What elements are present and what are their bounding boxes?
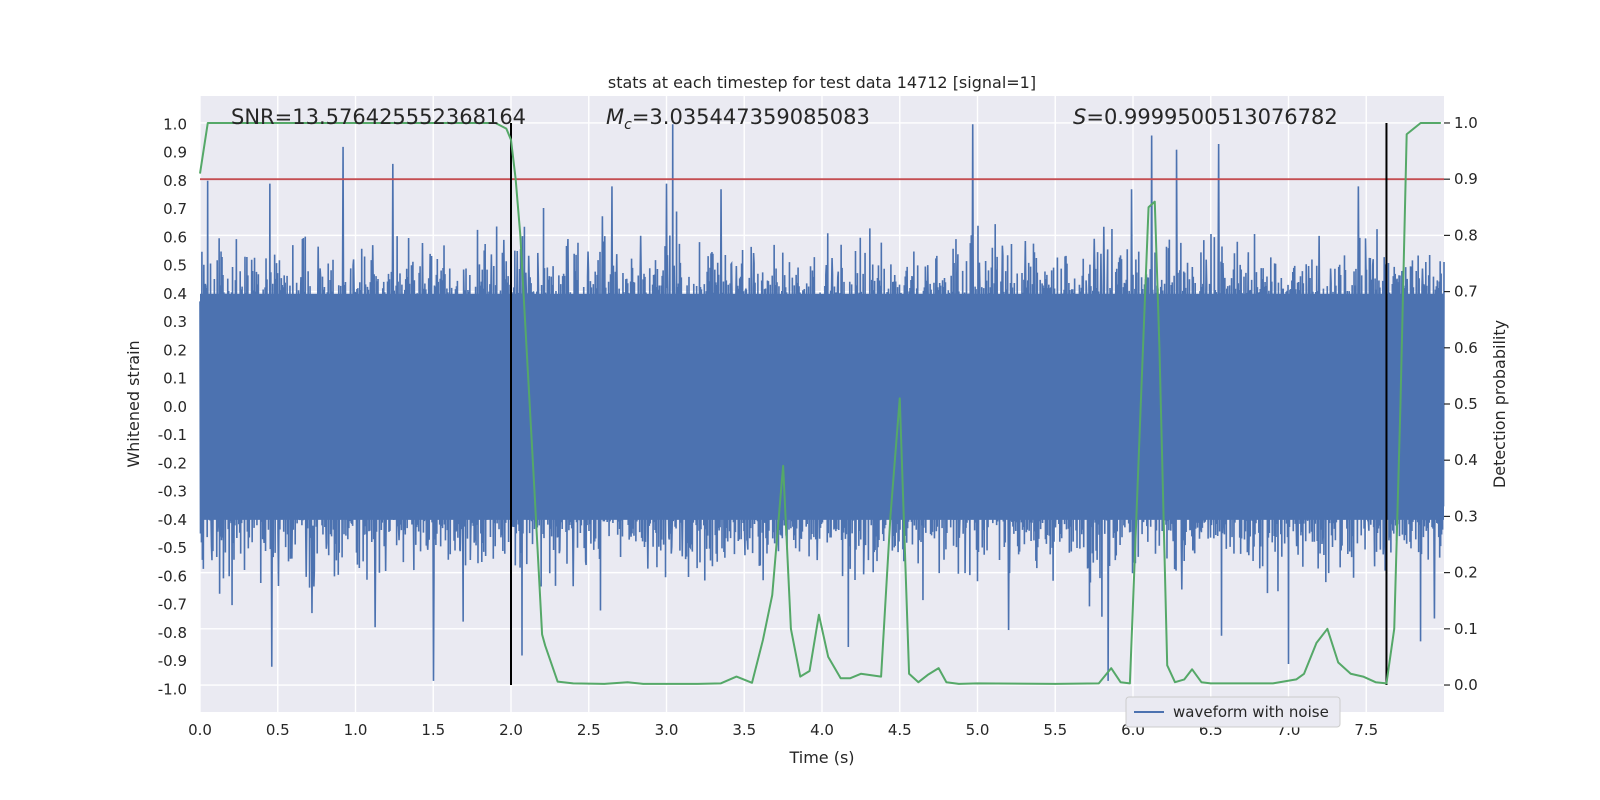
y2-axis-label: Detection probability [1490,320,1509,488]
x-tick-label: 4.0 [810,721,834,739]
detection-probability-series [199,121,1441,685]
y2-tick-label: 1.0 [1454,114,1478,132]
x-tick-label: 7.5 [1354,721,1378,739]
chart-title: stats at each timestep for test data 147… [608,73,1036,92]
y2-tick-label: 0.5 [1454,395,1478,413]
legend-box [1125,696,1341,728]
y-tick-label: -0.8 [158,624,187,642]
y-axis-label: Whitened strain [124,340,143,467]
x-tick-label: 3.0 [655,721,679,739]
x-tick-label: 5.5 [1043,721,1067,739]
y-tick-label: 0.6 [163,228,187,246]
y-tick-label: -0.6 [158,567,187,585]
y2-tick-label: 0.6 [1454,339,1478,357]
x-tick-label: 1.5 [421,721,445,739]
y-tick-label: -0.4 [158,511,187,529]
y2-tick-label: 0.3 [1454,507,1478,525]
y-tick-label: -0.9 [158,652,187,670]
significance-annotation: S=0.9999500513076782 [1073,105,1338,129]
waveform-with-noise-series [199,124,1445,681]
snr-annotation: SNR=13.576425552368164 [231,105,526,129]
chirp-mass-annotation: Mc=3.035447359085083 [606,105,870,133]
y-tick-label: -0.7 [158,596,187,614]
y2-tick-label: 0.2 [1454,564,1478,582]
y2-tick-label: 0.0 [1454,676,1478,694]
x-tick-label: 4.5 [888,721,912,739]
y-tick-label: 0.2 [163,341,187,359]
y-tick-label: 0.9 [163,144,187,162]
y2-tick-label: 0.4 [1454,451,1478,469]
y-tick-label: 0.3 [163,313,187,331]
y-tick-label: 1.0 [163,115,187,133]
y-tick-label: 0.1 [163,370,187,388]
chirp-mass-value: =3.035447359085083 [632,105,870,129]
x-tick-label: 1.0 [344,721,368,739]
y-axis-ticks: 1.0 0.9 0.8 0.7 0.6 0.5 0.4 0.3 0.2 0.1 0.0 -0.1 -0.… [158,115,187,698]
y2-axis-ticks: 1.0 0.9 0.8 0.7 0.6 0.5 0.4 0.3 0.2 0.1 0.0 [1444,114,1478,694]
legend: waveform with noise [1125,696,1341,728]
x-tick-label: 3.5 [732,721,756,739]
y2-tick-label: 0.1 [1454,620,1478,638]
y2-tick-label: 0.9 [1454,170,1478,188]
x-tick-label: 0.0 [188,721,212,739]
y2-tick-label: 0.8 [1454,226,1478,244]
x-tick-label: 0.5 [266,721,290,739]
event-marker-lines [510,122,1388,686]
y-tick-label: -0.3 [158,483,187,501]
y-tick-label: 0.7 [163,200,187,218]
significance-symbol: S [1073,105,1086,129]
detection-probability-line [199,121,1441,685]
x-tick-label: 2.5 [577,721,601,739]
waveform-dense-band [200,293,1444,520]
y-tick-label: -0.1 [158,426,187,444]
y2-tick-label: 0.7 [1454,283,1478,301]
x-tick-label: 5.0 [966,721,990,739]
legend-label-waveform: waveform with noise [1173,703,1329,721]
significance-value: =0.9999500513076782 [1086,105,1337,129]
chirp-mass-subscript: c [624,117,632,133]
y-tick-label: -1.0 [158,680,187,698]
chirp-mass-symbol: M [606,105,624,129]
y-tick-label: 0.5 [163,257,187,275]
y-tick-label: 0.8 [163,172,187,190]
x-tick-label: 2.0 [499,721,523,739]
y-tick-label: 0.4 [163,285,187,303]
y-tick-label: -0.2 [158,454,187,472]
y-tick-label: -0.5 [158,539,187,557]
x-axis-label: Time (s) [788,748,854,767]
y-tick-label: 0.0 [163,398,187,416]
